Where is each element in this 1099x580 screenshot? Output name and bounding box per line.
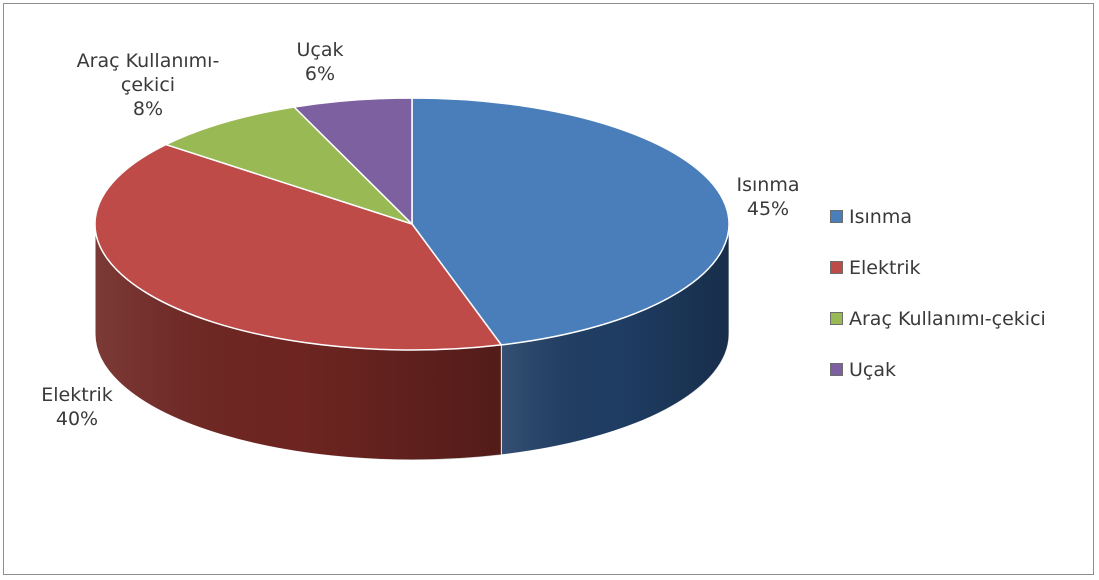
slice-label-arac-name-line2: çekici bbox=[120, 74, 176, 96]
slice-label-isinma: Isınma 45% bbox=[718, 173, 818, 221]
slice-label-ucak-name: Uçak bbox=[296, 39, 344, 61]
legend-swatch-arac bbox=[830, 312, 843, 325]
legend-swatch-elektrik bbox=[830, 261, 843, 274]
slice-label-arac-value: 8% bbox=[132, 98, 164, 120]
pie-slice-isinma bbox=[411, 97, 730, 346]
legend-label-ucak: Uçak bbox=[849, 359, 896, 381]
pie-slice-ucak bbox=[293, 97, 413, 225]
legend-swatch-ucak bbox=[830, 363, 843, 376]
slice-label-elektrik-value: 40% bbox=[55, 408, 99, 430]
legend-label-elektrik: Elektrik bbox=[849, 257, 921, 279]
pie-tops bbox=[94, 97, 730, 351]
pie-slice-elektrik bbox=[94, 143, 503, 351]
slice-label-elektrik-name: Elektrik bbox=[41, 384, 113, 406]
legend-swatch-isinma bbox=[830, 210, 843, 223]
pie-side-shade-isinma bbox=[501, 224, 729, 455]
legend-label-arac: Araç Kullanımı-çekici bbox=[849, 308, 1046, 330]
slice-label-arac-name-line1: Araç Kullanımı- bbox=[76, 50, 220, 72]
slice-label-isinma-value: 45% bbox=[746, 198, 790, 220]
slice-label-isinma-name: Isınma bbox=[736, 174, 800, 196]
slice-label-arac: Araç Kullanımı- çekici 8% bbox=[48, 49, 248, 121]
pie-slice-arac bbox=[165, 106, 413, 225]
slice-label-ucak: Uçak 6% bbox=[270, 38, 370, 86]
slice-label-ucak-value: 6% bbox=[304, 63, 336, 85]
legend-label-isinma: Isınma bbox=[849, 206, 912, 228]
slice-label-elektrik: Elektrik 40% bbox=[22, 383, 132, 431]
